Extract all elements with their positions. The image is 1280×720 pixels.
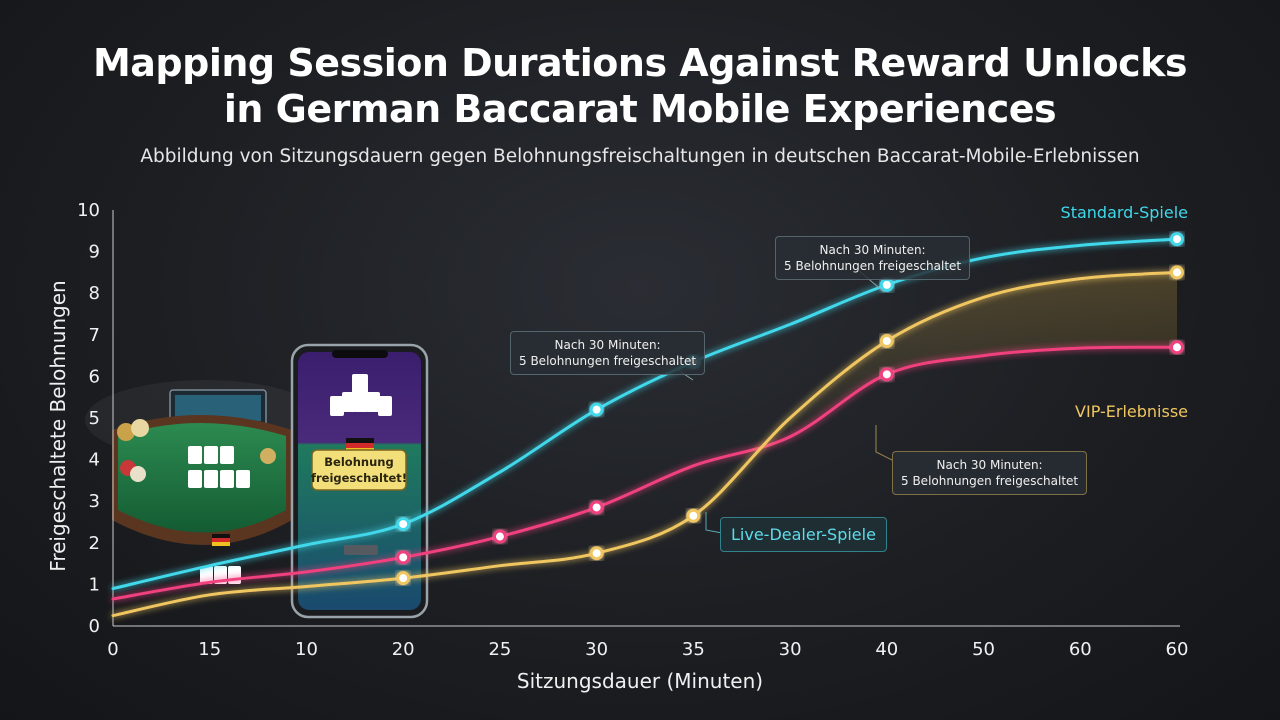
x-tick-label: 30	[779, 639, 802, 660]
data-point-live	[1170, 340, 1184, 355]
chart-subtitle: Abbildung von Sitzungsdauern gegen Beloh…	[140, 146, 1140, 167]
y-tick-label: 5	[89, 408, 100, 429]
y-tick-labels: 0 1 2 3 4 5 6 7 8 9 10	[77, 200, 100, 637]
annotation-line-1: Nach 30 Minuten:	[819, 243, 926, 257]
phone-notch	[332, 350, 388, 358]
data-point-live	[396, 550, 411, 565]
data-point-vip	[879, 334, 894, 349]
y-tick-label: 9	[89, 242, 100, 263]
series-line-live	[111, 345, 1179, 601]
reward-unlocked-banner	[311, 449, 407, 491]
smartphone-illustration: Belohnung freigeschaltet!	[290, 343, 429, 619]
annotation-line-2: 5 Belohnungen freigeschaltet	[784, 259, 962, 273]
y-tick-label: 0	[89, 616, 100, 637]
annotation-vip-40min: Nach 30 Minuten: 5 Belohnungen freigesch…	[892, 451, 1088, 495]
x-tick-labels: 0 15 10 20 25 30 35 30 40 50 60 60	[107, 639, 1188, 660]
phone-bet-slot	[344, 545, 378, 555]
annotation-line-2: 5 Belohnungen freigeschaltet	[519, 354, 697, 368]
x-tick-label: 20	[392, 639, 415, 660]
annotation-standard-30min: Nach 30 Minuten: 5 Belohnungen freigesch…	[775, 236, 971, 280]
data-point-live	[879, 367, 894, 382]
data-point-vip	[1170, 265, 1184, 280]
data-point-standard	[879, 277, 894, 292]
annotation-line-2: 5 Belohnungen freigeschaltet	[901, 474, 1079, 488]
y-tick-label: 10	[77, 200, 100, 221]
data-point-standard	[589, 402, 604, 417]
y-tick-label: 6	[89, 366, 100, 387]
x-tick-label: 60	[1166, 639, 1189, 660]
chart-title-line-2: in German Baccarat Mobile Experiences	[223, 87, 1057, 131]
series-line-standard	[111, 237, 1179, 591]
x-tick-label: 0	[107, 639, 118, 660]
chart-title-line-1: Mapping Session Durations Against Reward…	[92, 41, 1188, 85]
x-tick-label: 15	[198, 639, 221, 660]
x-tick-label: 35	[682, 639, 705, 660]
x-tick-label: 50	[972, 639, 995, 660]
y-tick-label: 8	[89, 283, 100, 304]
phone-playing-cards	[330, 374, 392, 416]
x-tick-label: 25	[488, 639, 511, 660]
y-tick-label: 3	[89, 491, 100, 512]
y-tick-label: 4	[89, 450, 100, 471]
banner-line-2: freigeschaltet!	[311, 471, 407, 485]
x-axis-label: Sitzungsdauer (Minuten)	[517, 669, 763, 693]
legend-vip-erlebnisse: VIP-Erlebnisse	[1075, 402, 1188, 421]
playing-cards	[188, 446, 250, 584]
annotation-standard-35min: Nach 30 Minuten: 5 Belohnungen freigesch…	[510, 331, 706, 375]
y-tick-label: 7	[89, 325, 100, 346]
y-tick-label: 1	[89, 574, 100, 595]
data-point-vip	[589, 546, 604, 561]
legend-live-dealer-spiele: Live-Dealer-Spiele	[720, 517, 887, 552]
x-tick-label: 10	[295, 639, 318, 660]
baccarat-table-illustration	[85, 380, 325, 584]
y-tick-label: 2	[89, 533, 100, 554]
y-axis-label: Freigeschaltete Belohnungen	[46, 280, 70, 571]
series-vip	[111, 265, 1184, 618]
x-tick-label: 60	[1069, 639, 1092, 660]
series-line-vip	[111, 270, 1179, 618]
data-point-standard	[396, 517, 411, 532]
x-tick-label: 40	[875, 639, 898, 660]
data-point-live	[589, 500, 604, 515]
series-layer	[111, 232, 1184, 618]
data-point-live	[492, 529, 507, 544]
annotation-line-1: Nach 30 Minuten:	[936, 458, 1043, 472]
data-point-standard	[1170, 232, 1184, 247]
data-point-vip	[396, 571, 411, 586]
annotation-line-1: Nach 30 Minuten:	[554, 338, 661, 352]
german-flag-icon	[212, 534, 230, 546]
data-point-vip	[686, 508, 701, 523]
legend-standard-spiele: Standard-Spiele	[1060, 203, 1188, 222]
chart-title: Mapping Session Durations Against Reward…	[0, 40, 1280, 132]
banner-line-1: Belohnung	[324, 455, 393, 469]
callout-leaders	[674, 269, 893, 534]
casino-chips	[117, 419, 276, 482]
x-tick-label: 30	[585, 639, 608, 660]
series-live	[111, 340, 1184, 601]
